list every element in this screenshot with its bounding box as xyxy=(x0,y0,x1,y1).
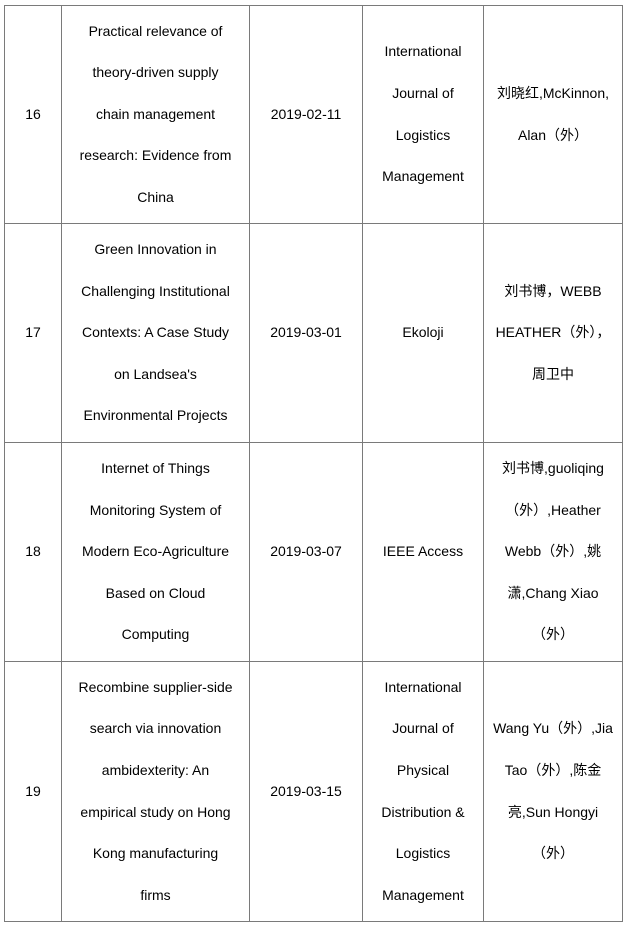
cell-date: 2019-03-15 xyxy=(249,661,363,922)
text-line: Logistics xyxy=(395,126,451,143)
text-line: Journal of xyxy=(392,84,454,101)
cell-date: 2019-03-07 xyxy=(249,442,363,662)
cell-authors: Wang Yu（外）,Jia Tao（外）,陈金 亮,Sun Hongyi （外） xyxy=(483,661,623,922)
text-line: Recombine supplier-side xyxy=(78,678,233,695)
table-row: 18 Internet of Things Monitoring System of… xyxy=(4,442,623,662)
text-line: International xyxy=(384,678,462,695)
text-line: Internet of Things xyxy=(101,460,210,477)
text-line: Logistics xyxy=(395,845,451,862)
text-line: Environmental Projects xyxy=(83,407,228,424)
cell-number: 19 xyxy=(4,661,62,922)
text-line: Management xyxy=(382,886,464,903)
text-line: Ekoloji xyxy=(402,324,444,341)
text-line: Wang Yu（外）,Jia xyxy=(493,720,613,737)
text-line: Management xyxy=(382,168,464,185)
table-row: 16 Practical relevance of theory-driven su… xyxy=(4,5,623,224)
text-line: Contexts: A Case Study xyxy=(81,324,230,341)
text-line: 刘书博，WEBB xyxy=(504,282,602,299)
text-line: chain management xyxy=(95,105,216,122)
text-line: IEEE Access xyxy=(382,543,464,560)
text-line: 18 xyxy=(25,543,41,560)
cell-number: 18 xyxy=(4,442,62,662)
text-line: 刘书博,guoliqing xyxy=(502,460,604,477)
text-line: on Landsea's xyxy=(114,365,197,382)
text-line: theory-driven supply xyxy=(92,64,219,81)
table-row: 19 Recombine supplier-side search via inno… xyxy=(4,661,623,922)
text-line: 2019-03-15 xyxy=(270,782,342,799)
text-line: Challenging Institutional xyxy=(81,282,230,299)
text-line: （外） xyxy=(532,626,574,643)
cell-authors: 刘书博，WEBB HEATHER（外）， 周卫中 xyxy=(483,223,623,443)
text-line: Tao（外）,陈金 xyxy=(504,761,602,778)
text-line: 2019-02-11 xyxy=(270,105,342,122)
text-line: 亮,Sun Hongyi xyxy=(507,803,599,820)
text-line: Physical xyxy=(396,761,450,778)
text-line: Based on Cloud xyxy=(105,584,206,601)
text-line: research: Evidence from xyxy=(79,147,232,164)
text-line: 2019-03-07 xyxy=(270,543,342,560)
text-line: China xyxy=(137,188,174,205)
cell-number: 17 xyxy=(4,223,62,443)
text-line: Alan（外） xyxy=(517,126,589,143)
table-row: 17 Green Innovation in Challenging Institu… xyxy=(4,223,623,443)
text-line: Monitoring System of xyxy=(89,501,222,518)
text-line: Webb（外）,姚 xyxy=(504,543,602,560)
text-line: empirical study on Hong xyxy=(80,803,231,820)
text-line: Journal of xyxy=(392,720,454,737)
cell-title: Practical relevance of theory-driven supp… xyxy=(61,5,250,224)
cell-journal: International Journal of Physical Distribut… xyxy=(362,661,484,922)
text-line: HEATHER（外）， xyxy=(495,324,611,341)
text-line: 19 xyxy=(25,782,41,799)
publications-table: 16 Practical relevance of theory-driven su… xyxy=(4,5,623,922)
cell-title: Internet of Things Monitoring System of Mo… xyxy=(61,442,250,662)
cell-title: Green Innovation in Challenging Instituti… xyxy=(61,223,250,443)
text-line: Kong manufacturing xyxy=(92,845,219,862)
text-line: （外） xyxy=(532,845,574,862)
cell-number: 16 xyxy=(4,5,62,224)
text-line: ambidexterity: An xyxy=(101,761,210,778)
text-line: 16 xyxy=(25,105,41,122)
text-line: Green Innovation in xyxy=(94,241,217,258)
cell-authors: 刘晓红,McKinnon, Alan（外） xyxy=(483,5,623,224)
text-line: 周卫中 xyxy=(532,365,574,382)
cell-journal: IEEE Access xyxy=(362,442,484,662)
text-line: Modern Eco-Agriculture xyxy=(81,543,230,560)
text-line: （外）,Heather xyxy=(505,501,601,518)
text-line: Distribution & xyxy=(381,803,465,820)
text-line: 2019-03-01 xyxy=(270,324,342,341)
cell-title: Recombine supplier-side search via innova… xyxy=(61,661,250,922)
cell-date: 2019-02-11 xyxy=(249,5,363,224)
text-line: 17 xyxy=(25,324,41,341)
cell-date: 2019-03-01 xyxy=(249,223,363,443)
text-line: International xyxy=(384,43,462,60)
text-line: search via innovation xyxy=(89,720,222,737)
text-line: Computing xyxy=(121,626,190,643)
text-line: firms xyxy=(140,886,171,903)
text-line: Practical relevance of xyxy=(88,22,223,39)
cell-journal: Ekoloji xyxy=(362,223,484,443)
text-line: 刘晓红,McKinnon, xyxy=(496,84,610,101)
text-line: 潇,Chang Xiao xyxy=(507,584,599,601)
cell-journal: International Journal of Logistics Manageme… xyxy=(362,5,484,224)
cell-authors: 刘书博,guoliqing （外）,Heather Webb（外）,姚 潇,Chang… xyxy=(483,442,623,662)
